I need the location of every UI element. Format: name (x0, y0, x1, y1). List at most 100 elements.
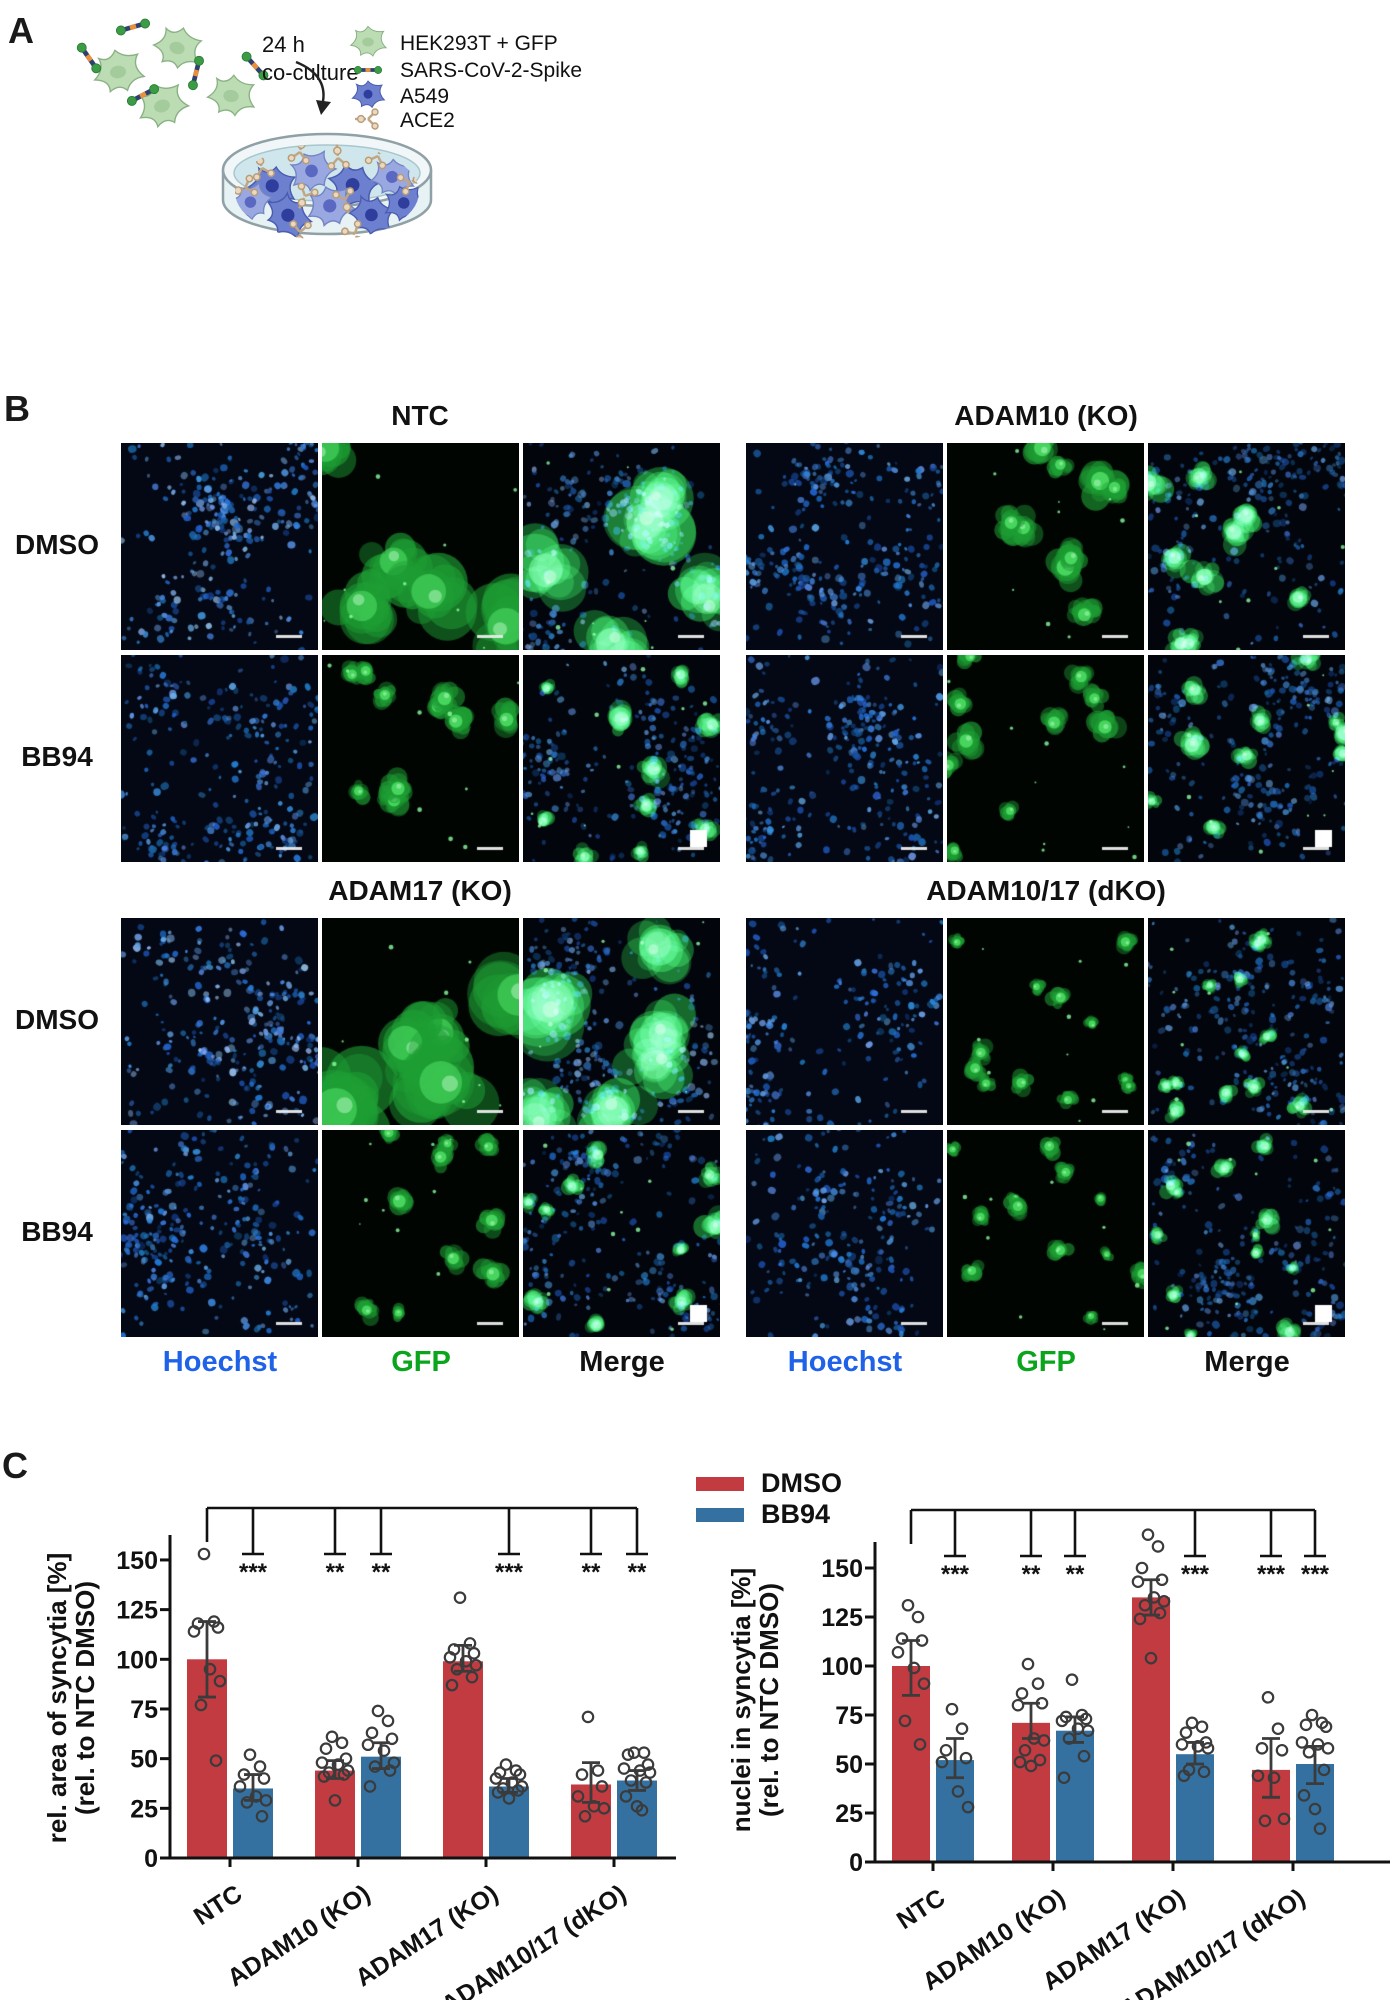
channel-label-gfp-left: GFP (391, 1346, 451, 1378)
significance-bracket-group: *** ** ** *** *** *** (909, 1508, 1330, 1588)
tile-adam1017dko-dmso-gfp (947, 918, 1144, 1125)
y-tick-label: 25 (130, 1795, 158, 1823)
tile-adam10ko-dmso-merge (1148, 443, 1345, 650)
x-category-label: ADAM10 (KO) (223, 1880, 376, 1993)
bars-group (187, 1659, 657, 1858)
group-header-adam17: ADAM17 (KO) (328, 875, 512, 906)
y-tick-label: 125 (821, 1604, 863, 1632)
channel-label-merge-left: Merge (579, 1346, 665, 1378)
legend-item-bb94: BB94 (696, 1499, 842, 1530)
tile-adam1017dko-dmso-merge (1148, 918, 1345, 1125)
legend-label-spike: SARS-CoV-2-Spike (400, 59, 582, 82)
y-tick-label: 50 (835, 1751, 863, 1779)
error-bars-group (198, 1620, 646, 1804)
dmso-swatch-icon (696, 1476, 744, 1491)
tile-adam10ko-bb94-hoechst (746, 655, 943, 862)
significance-stars: *** (239, 1559, 268, 1586)
row-label-dmso-2: DMSO (15, 1004, 99, 1035)
scatter-points-group (187, 1547, 657, 1823)
legend-label-a549: A549 (400, 85, 449, 108)
y-tick-label: 25 (835, 1800, 863, 1828)
row-label-bb94-2: BB94 (21, 1216, 93, 1247)
bar-NTC-DMSO (892, 1666, 930, 1862)
panel-a: A (0, 0, 640, 300)
significance-stars: ** (1066, 1561, 1085, 1588)
chart-legend: DMSO BB94 (696, 1468, 842, 1530)
tile-adam10ko-dmso-gfp (947, 443, 1144, 650)
tile-ntc-dmso-merge (523, 443, 720, 650)
bar-ADAM10 (KO)-BB94 (1056, 1730, 1094, 1862)
coculture-schematic: 24 h co-culture HEK293T + GFP SARS-CoV-2… (75, 17, 582, 240)
tile-adam17ko-bb94-gfp (322, 1130, 519, 1337)
panel-c: C DMSO BB94 0 25 50 75 100 125 150 NTC ADAM10 (K… (0, 1440, 1394, 2000)
significance-stars: ** (628, 1559, 647, 1586)
y-tick-label: 0 (144, 1845, 158, 1873)
tile-adam1017dko-bb94-hoechst (746, 1130, 943, 1337)
legend-label-bb94: BB94 (761, 1499, 831, 1529)
tile-ntc-dmso-gfp (322, 443, 519, 650)
duration-text-line2: co-culture (262, 60, 359, 85)
significance-stars: *** (941, 1561, 970, 1588)
panel-c-label: C (2, 1445, 28, 1486)
x-category-label: ADAM10/17 (dKO) (1116, 1884, 1311, 2000)
tile-adam10ko-bb94-gfp (947, 655, 1144, 862)
tile-adam17ko-bb94-hoechst (121, 1130, 318, 1337)
tile-ntc-dmso-hoechst (121, 443, 318, 650)
tile-adam17ko-dmso-merge (523, 918, 720, 1125)
coculture-arrow-icon (295, 60, 331, 115)
y-tick-label: 100 (821, 1653, 863, 1681)
bar-ADAM10 (KO)-DMSO (315, 1770, 355, 1858)
group-header-ntc: NTC (391, 400, 449, 431)
tile-adam17ko-dmso-gfp (322, 918, 519, 1125)
hek293t-cells-illustration (75, 17, 271, 133)
significance-stars: *** (1257, 1561, 1286, 1588)
legend-label-hek: HEK293T + GFP (400, 32, 558, 55)
y-axis-label-line1: nuclei in syncytia [%] (726, 1568, 756, 1832)
y-tick-label: 75 (130, 1696, 158, 1724)
channel-label-hoechst-right: Hoechst (787, 1346, 903, 1378)
legend-label-ace2: ACE2 (400, 109, 455, 132)
tile-ntc-bb94-hoechst (121, 655, 318, 862)
significance-stars: ** (326, 1559, 345, 1586)
tile-ntc-bb94-merge (523, 655, 720, 862)
bars-group (892, 1597, 1334, 1862)
x-category-label: NTC (189, 1880, 247, 1931)
bar-ADAM10/17 (dKO)-BB94 (617, 1780, 657, 1858)
legend-item-dmso: DMSO (696, 1468, 842, 1499)
group-header-adam10: ADAM10 (KO) (954, 400, 1138, 431)
group-header-dko: ADAM10/17 (dKO) (926, 875, 1166, 906)
tile-adam1017dko-dmso-hoechst (746, 918, 943, 1125)
significance-bracket-group: *** ** ** *** ** ** (205, 1506, 648, 1586)
panel-b-label: B (4, 388, 30, 429)
hek293t-cell-icon (350, 25, 387, 57)
channel-label-gfp-right: GFP (1016, 1346, 1076, 1378)
y-tick-label: 150 (116, 1547, 158, 1575)
y-tick-label: 0 (849, 1849, 863, 1877)
y-axis-label-line2: (rel. to NTC DMSO) (70, 1581, 100, 1815)
tile-adam10ko-bb94-merge (1148, 655, 1345, 862)
y-tick-label: 50 (130, 1746, 158, 1774)
scatter-points-group (891, 1528, 1335, 1835)
spike-protein-icon (353, 66, 383, 74)
significance-stars: ** (1022, 1561, 1041, 1588)
duration-text-line1: 24 h (262, 32, 305, 57)
bar-ADAM17 (KO)-DMSO (443, 1661, 483, 1858)
y-axis-label-line1: rel. area of syncytia [%] (42, 1553, 72, 1843)
tile-adam1017dko-bb94-merge (1148, 1130, 1345, 1337)
ace2-receptor-icon (353, 107, 380, 131)
a549-cell-icon (351, 80, 385, 108)
tile-adam10ko-dmso-hoechst (746, 443, 943, 650)
channel-label-merge-right: Merge (1204, 1346, 1290, 1378)
y-axis-label-line2: (rel. to NTC DMSO) (754, 1583, 784, 1817)
row-label-bb94-1: BB94 (21, 741, 93, 772)
bar-ADAM17 (KO)-DMSO (1132, 1597, 1170, 1862)
tile-ntc-bb94-gfp (322, 655, 519, 862)
tile-adam17ko-dmso-hoechst (121, 918, 318, 1125)
schematic-legend: HEK293T + GFP SARS-CoV-2-Spike A549 ACE2 (350, 25, 582, 132)
significance-stars: *** (1301, 1561, 1330, 1588)
bar-ADAM17 (KO)-BB94 (1176, 1754, 1214, 1862)
